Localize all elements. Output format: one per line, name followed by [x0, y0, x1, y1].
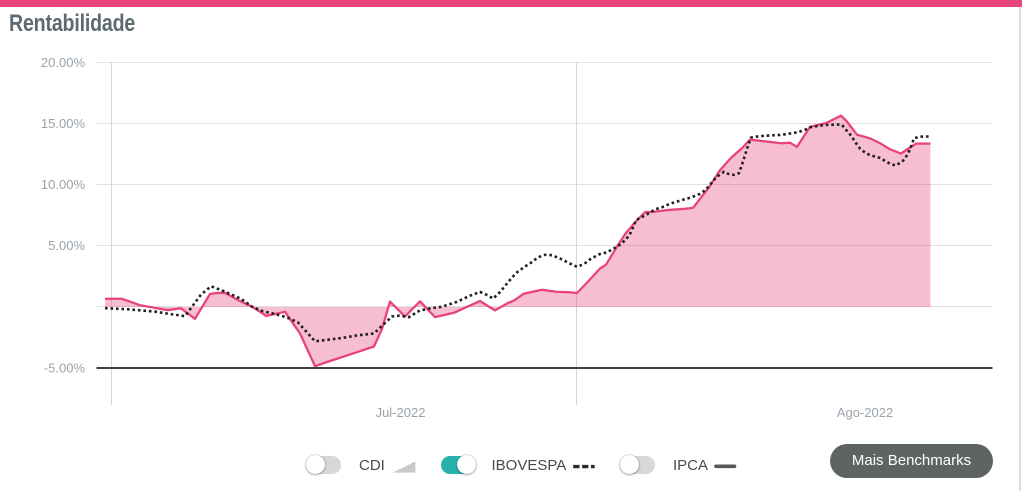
- svg-text:5.00%: 5.00%: [48, 238, 85, 253]
- svg-text:20.00%: 20.00%: [41, 55, 86, 70]
- svg-text:Jul-2022: Jul-2022: [376, 405, 426, 420]
- svg-text:10.00%: 10.00%: [41, 177, 86, 192]
- svg-text:15.00%: 15.00%: [41, 116, 86, 131]
- svg-text:-5.00%: -5.00%: [44, 361, 86, 376]
- svg-text:Ago-2022: Ago-2022: [837, 405, 893, 420]
